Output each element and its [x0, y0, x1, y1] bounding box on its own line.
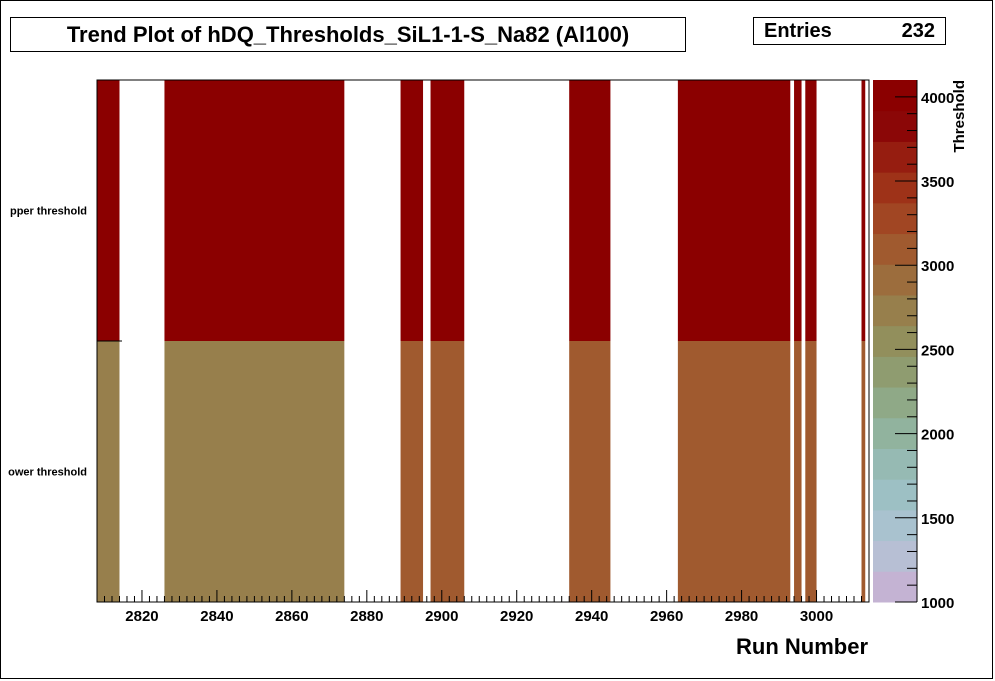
- z-tick-label-0: 1000: [921, 595, 954, 612]
- palette-swatch-11: [873, 233, 917, 265]
- x-tick-label-4: 2900: [425, 608, 458, 625]
- palette-swatch-14: [873, 141, 917, 173]
- chart-title-box: Trend Plot of hDQ_Thresholds_SiL1-1-S_Na…: [10, 17, 686, 52]
- x-tick-label-5: 2920: [500, 608, 533, 625]
- x-tick-label-9: 3000: [800, 608, 833, 625]
- cell-lower-8: [861, 341, 866, 602]
- cell-upper-7: [805, 80, 817, 341]
- stats-entries-value: 232: [901, 20, 935, 42]
- cell-upper-1: [164, 80, 345, 341]
- palette-swatch-16: [873, 80, 917, 112]
- z-tick-label-5: 3500: [921, 174, 954, 191]
- palette-swatch-13: [873, 172, 917, 204]
- palette-swatch-10: [873, 264, 917, 296]
- x-tick-label-8: 2980: [725, 608, 758, 625]
- z-tick-label-6: 4000: [921, 90, 954, 107]
- x-tick-label-1: 2840: [200, 608, 233, 625]
- z-tick-label-1: 1500: [921, 511, 954, 528]
- cell-upper-8: [861, 80, 866, 341]
- stats-box: Entries 232: [753, 17, 946, 45]
- cell-lower-4: [569, 341, 611, 602]
- x-tick-label-6: 2940: [575, 608, 608, 625]
- x-tick-label-0: 2820: [125, 608, 158, 625]
- z-tick-label-4: 3000: [921, 258, 954, 275]
- z-tick-label-3: 2500: [921, 342, 954, 359]
- cell-upper-6: [794, 80, 802, 341]
- x-tick-label-7: 2960: [650, 608, 683, 625]
- cell-lower-7: [805, 341, 817, 602]
- x-axis: 2820 2840 2860 2880 2900 2920 2940 2960 2980 3000: [96, 590, 870, 625]
- cell-lower-0: [97, 341, 120, 602]
- cell-lower-1: [164, 341, 345, 602]
- palette-swatch-12: [873, 202, 917, 235]
- cell-lower-2: [400, 341, 424, 602]
- x-tick-label-2: 2860: [275, 608, 308, 625]
- z-axis-title: Threshold: [951, 80, 968, 153]
- stats-entries-label: Entries: [764, 20, 832, 42]
- chart-title: Trend Plot of hDQ_Thresholds_SiL1-1-S_Na…: [66, 21, 630, 47]
- palette-swatch-6: [873, 387, 917, 419]
- cell-upper-5: [677, 80, 791, 341]
- palette-swatch-15: [873, 110, 917, 142]
- cell-upper-0: [97, 80, 120, 341]
- palette-swatch-1: [873, 540, 917, 572]
- cell-upper-2: [400, 80, 424, 341]
- palette-swatch-2: [873, 509, 917, 542]
- palette-swatch-9: [873, 294, 917, 327]
- color-palette: [873, 80, 917, 603]
- y-axis: ower threshold pper threshold: [8, 206, 122, 479]
- y-category-label-0: ower threshold: [8, 467, 87, 479]
- palette-swatch-4: [873, 448, 917, 480]
- z-axis: 1000 1500 2000 2500 3000 3500 4000: [895, 80, 954, 612]
- cell-upper-4: [569, 80, 611, 341]
- palette-swatch-0: [873, 571, 917, 603]
- z-tick-label-2: 2000: [921, 427, 954, 444]
- x-tick-label-3: 2880: [350, 608, 383, 625]
- y-category-label-1: pper threshold: [10, 206, 87, 218]
- heatmap-cells: [97, 80, 866, 602]
- cell-upper-3: [430, 80, 465, 341]
- cell-lower-3: [430, 341, 465, 602]
- palette-swatch-8: [873, 325, 917, 357]
- cell-lower-5: [677, 341, 791, 602]
- cell-lower-6: [794, 341, 802, 602]
- x-axis-title: Run Number: [736, 634, 868, 659]
- palette-swatch-7: [873, 356, 917, 388]
